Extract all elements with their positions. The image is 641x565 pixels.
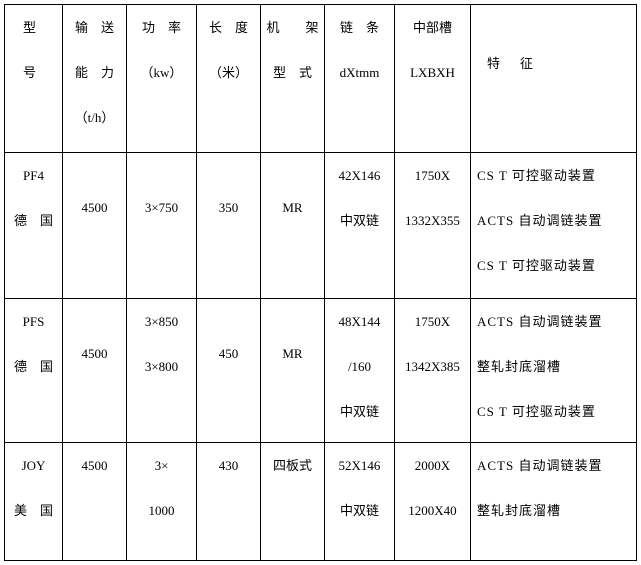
hdr-model: 型 号 (5, 5, 63, 153)
txt: 4500 (63, 347, 126, 360)
txt: 4500 (63, 201, 126, 214)
txt: CS T 可控驱动装置 (471, 259, 636, 272)
txt: 型 (5, 21, 62, 34)
hdr-length: 长 度 （米） (197, 5, 261, 153)
txt: 1200X40 (395, 504, 470, 517)
txt: 整轧封底溜槽 (471, 504, 636, 517)
txt: MR (261, 201, 324, 214)
txt: PF4 (5, 169, 62, 182)
cell: 4500 (63, 443, 127, 561)
txt: 1332X355 (395, 214, 470, 227)
txt: 42X146 (325, 169, 394, 182)
txt: 3×800 (127, 360, 196, 373)
hdr-frame: 机 架 型 式 (261, 5, 325, 153)
cell: 48X144 /160 中双链 (325, 299, 395, 443)
txt: 1750X (395, 169, 470, 182)
cell: MR (261, 153, 325, 299)
txt: 机 架 (261, 21, 324, 34)
cell: 3× 1000 (127, 443, 197, 561)
txt: 整轧封底溜槽 (471, 360, 636, 373)
cell: 1750X 1342X385 (395, 299, 471, 443)
cell: 42X146 中双链 (325, 153, 395, 299)
txt: 450 (197, 347, 260, 360)
cell: JOY 美 国 (5, 443, 63, 561)
txt: PFS (5, 315, 62, 328)
txt: dXtmm (325, 66, 394, 79)
txt: 长 度 (197, 21, 260, 34)
txt: （米） (197, 66, 260, 79)
cell: 4500 (63, 299, 127, 443)
cell: 52X146 中双链 (325, 443, 395, 561)
cell: 350 (197, 153, 261, 299)
txt: CS T 可控驱动装置 (471, 405, 636, 418)
txt: 中双链 (325, 405, 394, 418)
txt: 能 力 (63, 66, 126, 79)
txt: 48X144 (325, 315, 394, 328)
txt: 德 国 (5, 214, 62, 227)
txt: 4500 (63, 459, 126, 472)
cell: 四板式 (261, 443, 325, 561)
cell-feature: ACTS 自动调链装置 整轧封底溜槽 CS T 可控驱动装置 (471, 299, 637, 443)
txt: 型 式 (261, 66, 324, 79)
cell: PFS 德 国 (5, 299, 63, 443)
txt: 美 国 (5, 504, 62, 517)
hdr-chain: 链 条 dXtmm (325, 5, 395, 153)
hdr-power: 功 率 （kw） (127, 5, 197, 153)
txt: 3×850 (127, 315, 196, 328)
txt: 输 送 (63, 21, 126, 34)
txt: 1342X385 (395, 360, 470, 373)
hdr-feature: 特征 (471, 5, 637, 153)
txt: 链 条 (325, 21, 394, 34)
cell: 450 (197, 299, 261, 443)
txt: 特征 (471, 57, 636, 70)
cell: MR (261, 299, 325, 443)
txt: 350 (197, 201, 260, 214)
txt: LXBXH (395, 66, 470, 79)
txt: 号 (5, 66, 62, 79)
txt: JOY (5, 459, 62, 472)
cell-feature: ACTS 自动调链装置 整轧封底溜槽 (471, 443, 637, 561)
txt: 四板式 (261, 459, 324, 472)
cell-feature: CS T 可控驱动装置 ACTS 自动调链装置 CS T 可控驱动装置 (471, 153, 637, 299)
txt: 52X146 (325, 459, 394, 472)
txt: （kw） (127, 66, 196, 79)
txt: （t/h） (63, 111, 126, 124)
cell: PF4 德 国 (5, 153, 63, 299)
txt: /160 (325, 360, 394, 373)
txt: 1750X (395, 315, 470, 328)
txt: 中双链 (325, 504, 394, 517)
txt: 3× (127, 459, 196, 472)
txt: 德 国 (5, 360, 62, 373)
txt: 功 率 (127, 21, 196, 34)
txt: 430 (197, 459, 260, 472)
txt: ACTS 自动调链装置 (471, 214, 636, 227)
cell: 2000X 1200X40 (395, 443, 471, 561)
txt: ACTS 自动调链装置 (471, 459, 636, 472)
cell: 430 (197, 443, 261, 561)
cell: 3×750 (127, 153, 197, 299)
txt: 3×750 (127, 201, 196, 214)
txt: ACTS 自动调链装置 (471, 315, 636, 328)
txt: 1000 (127, 504, 196, 517)
hdr-slot: 中部槽 LXBXH (395, 5, 471, 153)
spec-table: 型 号 输 送 能 力 （t/h） 功 率 （kw） 长 度 （米） 机 架 型… (4, 4, 637, 561)
txt: 2000X (395, 459, 470, 472)
cell: 4500 (63, 153, 127, 299)
txt: 中双链 (325, 214, 394, 227)
cell: 3×850 3×800 (127, 299, 197, 443)
txt: MR (261, 347, 324, 360)
txt: 中部槽 (395, 21, 470, 34)
hdr-capacity: 输 送 能 力 （t/h） (63, 5, 127, 153)
txt: CS T 可控驱动装置 (471, 169, 636, 182)
cell: 1750X 1332X355 (395, 153, 471, 299)
